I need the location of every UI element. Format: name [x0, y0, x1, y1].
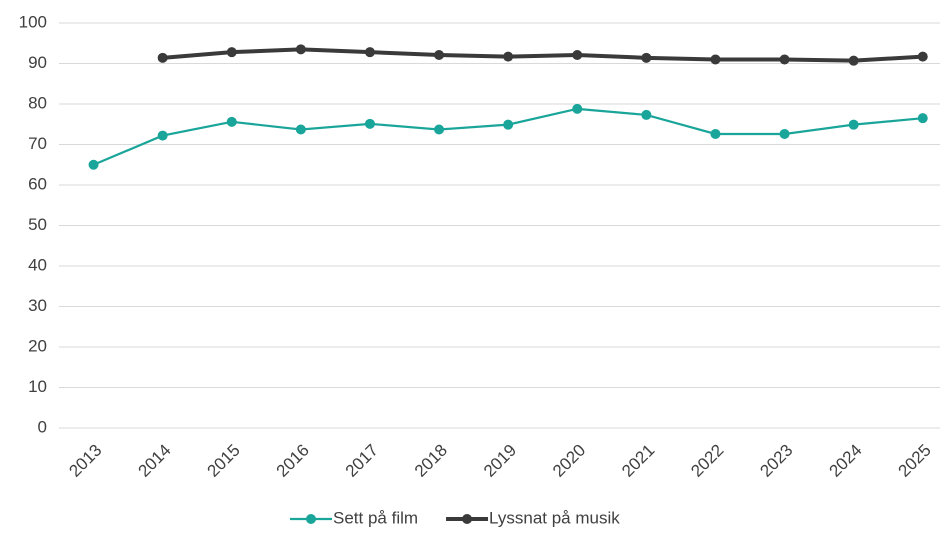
point — [848, 55, 859, 66]
point — [917, 113, 928, 124]
point — [434, 49, 445, 60]
x-tick-label: 2015 — [204, 441, 244, 481]
point — [364, 118, 375, 129]
point — [710, 54, 721, 65]
x-tick-label: 2022 — [687, 441, 727, 481]
x-tick-label: 2017 — [342, 441, 382, 481]
point — [503, 51, 514, 62]
point — [710, 128, 721, 139]
y-tick-label: 90 — [28, 53, 47, 72]
point — [572, 49, 583, 60]
point — [226, 116, 237, 127]
y-tick-label: 10 — [28, 377, 47, 396]
point — [848, 119, 859, 130]
series-line — [93, 107, 923, 166]
x-tick-label: 2021 — [618, 441, 658, 481]
legend-marker — [462, 514, 473, 524]
y-tick-label: 100 — [19, 12, 47, 31]
point — [917, 51, 928, 62]
x-tick-label: 2025 — [895, 441, 935, 481]
point — [641, 52, 652, 63]
point — [779, 54, 790, 65]
point — [157, 130, 168, 141]
point — [364, 47, 375, 58]
y-tick-label: 0 — [38, 417, 47, 436]
point — [295, 44, 306, 55]
series-line — [162, 47, 923, 63]
legend-marker — [306, 514, 316, 524]
x-tick-label: 2024 — [825, 441, 865, 481]
point — [572, 103, 583, 114]
x-tick-label: 2020 — [549, 441, 589, 481]
legend-label: Sett på film — [333, 508, 418, 527]
legend-label: Lyssnat på musik — [489, 508, 620, 527]
y-tick-label: 50 — [28, 215, 47, 234]
y-tick-label: 80 — [28, 93, 47, 112]
point — [226, 47, 237, 58]
x-tick-label: 2014 — [134, 441, 174, 481]
y-tick-label: 60 — [28, 174, 47, 193]
point — [157, 52, 168, 63]
y-tick-label: 20 — [28, 336, 47, 355]
x-tick-label: 2013 — [65, 441, 105, 481]
y-tick-label: 40 — [28, 255, 47, 274]
point — [434, 124, 445, 135]
point — [88, 159, 99, 170]
point — [779, 128, 790, 139]
point — [641, 109, 652, 120]
x-tick-label: 2023 — [756, 441, 796, 481]
y-tick-label: 70 — [28, 134, 47, 153]
x-tick-label: 2016 — [273, 441, 313, 481]
point — [295, 124, 306, 135]
point — [503, 119, 514, 130]
y-tick-label: 30 — [28, 296, 47, 315]
x-tick-label: 2018 — [411, 441, 451, 481]
x-tick-label: 2019 — [480, 441, 520, 481]
